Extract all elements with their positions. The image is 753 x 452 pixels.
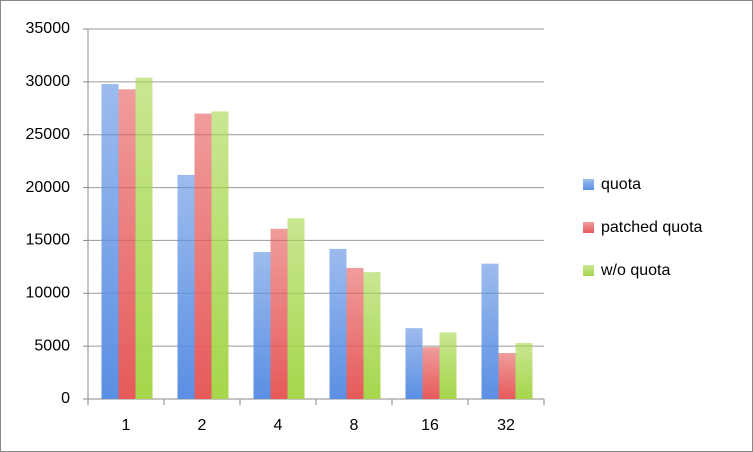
bar: [287, 218, 305, 399]
bar: [194, 113, 212, 400]
x-tick-label: 2: [198, 417, 207, 434]
legend-label: w/o quota: [600, 262, 670, 279]
bar: [211, 111, 229, 399]
y-tick-label: 20000: [26, 179, 71, 196]
y-tick-label: 25000: [26, 126, 71, 143]
bar: [439, 332, 457, 399]
legend-swatch: [583, 179, 594, 190]
bar: [405, 328, 423, 399]
bar: [498, 353, 516, 399]
x-tick-label: 32: [497, 417, 515, 434]
bar: [253, 252, 271, 399]
bar: [363, 272, 381, 399]
bar: [270, 228, 288, 399]
bar: [346, 267, 364, 399]
legend-label: patched quota: [601, 219, 703, 236]
y-tick-label: 15000: [26, 232, 71, 249]
bar: [135, 77, 153, 399]
legend-swatch: [583, 265, 594, 276]
bar: [177, 174, 195, 399]
y-tick-label: 5000: [34, 337, 70, 354]
y-tick-label: 10000: [26, 285, 71, 302]
x-tick-label: 4: [274, 417, 283, 434]
x-tick-label: 16: [421, 417, 439, 434]
y-tick-label: 30000: [26, 73, 71, 90]
x-tick-label: 8: [350, 417, 359, 434]
x-tick-label: 1: [122, 417, 131, 434]
bar: [515, 342, 533, 399]
y-tick-label: 35000: [26, 20, 71, 37]
bar: [481, 263, 499, 399]
bar: [422, 347, 440, 399]
legend-swatch: [583, 222, 594, 233]
legend-label: quota: [601, 176, 641, 193]
bar: [101, 83, 119, 399]
bar: [118, 89, 136, 399]
y-tick-label: 0: [61, 390, 70, 407]
bar: [329, 248, 347, 399]
